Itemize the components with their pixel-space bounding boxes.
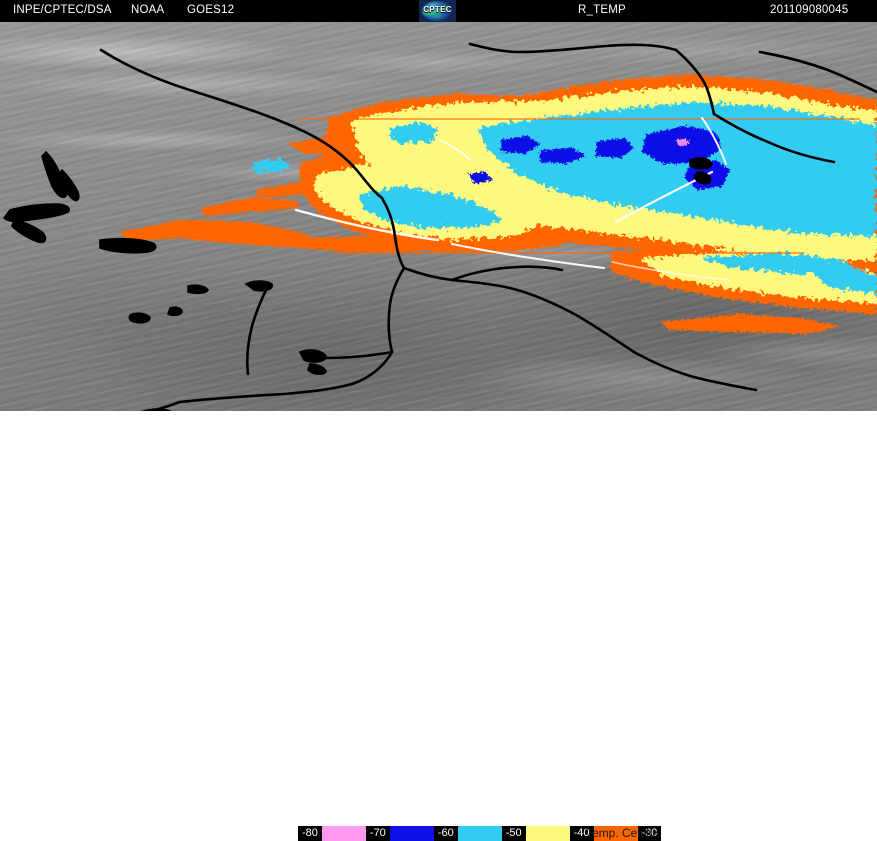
header-satellite-label: GOES12 xyxy=(187,4,235,16)
legend-title-label: Temp. Celsius xyxy=(586,826,662,840)
color-legend-bar: -80 -70 -60 -50 -40 -30 Temp. Celsius xyxy=(0,411,877,841)
border-north xyxy=(99,48,384,200)
swatch-violet xyxy=(321,826,366,841)
enhancement-edge-noise xyxy=(300,118,860,254)
header-timestamp-label: 201109080045 xyxy=(770,4,849,16)
colorbar-tick--80: -80 xyxy=(298,826,322,841)
colorbar-tick--60: -60 xyxy=(433,826,458,841)
temperature-enhancement-layer xyxy=(0,22,877,411)
globe-landmass-icon xyxy=(422,3,453,19)
cptec-logo-icon: CPTEC xyxy=(419,0,456,22)
cptec-logo-text: CPTEC xyxy=(423,5,452,14)
image-header-bar: INPE/CPTEC/DSA NOAA GOES12 R_TEMP 201109… xyxy=(0,0,877,22)
satellite-image-canvas xyxy=(0,22,877,411)
enhancement-cyan-zone xyxy=(250,102,877,294)
enhancement-violet-traces xyxy=(676,138,690,147)
cloud-highlight-layer xyxy=(0,22,877,411)
colorbar-tick--70: -70 xyxy=(365,826,390,841)
header-agency-label: INPE/CPTEC/DSA xyxy=(13,4,112,16)
swatch-blue xyxy=(389,826,434,841)
islands-and-lakes xyxy=(2,150,713,411)
colorbar-tick--50: -50 xyxy=(501,826,526,841)
swatch-yellow xyxy=(525,826,570,841)
geography-overlay-layer xyxy=(0,22,877,411)
header-network-label: NOAA xyxy=(131,4,165,16)
swatch-cyan xyxy=(457,826,502,841)
header-product-label: R_TEMP xyxy=(578,4,626,16)
